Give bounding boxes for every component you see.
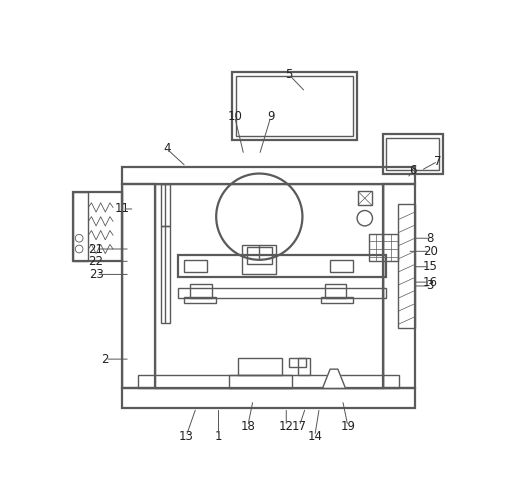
Bar [73, 192, 122, 262]
Text: 13: 13 [179, 430, 193, 443]
Text: 4: 4 [163, 142, 171, 155]
Text: 16: 16 [423, 276, 438, 289]
Bar [161, 184, 170, 226]
Text: 5: 5 [285, 68, 292, 80]
Polygon shape [322, 369, 345, 388]
Text: 9: 9 [267, 110, 275, 123]
Text: 21: 21 [89, 242, 104, 256]
Text: 15: 15 [423, 260, 438, 273]
Bar [232, 72, 357, 140]
Bar [236, 76, 353, 136]
Bar [321, 297, 353, 303]
Text: 8: 8 [427, 232, 434, 245]
Bar [330, 260, 353, 272]
Bar [358, 191, 372, 205]
Bar [383, 134, 443, 175]
Bar [73, 192, 89, 262]
Bar [386, 138, 439, 171]
Bar [190, 284, 212, 297]
Text: 17: 17 [292, 420, 307, 433]
Bar [298, 358, 310, 375]
Text: 12: 12 [279, 420, 294, 433]
Text: 11: 11 [115, 203, 130, 215]
Bar [179, 288, 386, 297]
Bar [122, 388, 415, 407]
Text: 6: 6 [410, 164, 417, 177]
Text: 18: 18 [241, 420, 255, 433]
Bar [184, 260, 207, 272]
Bar [369, 233, 398, 262]
Bar [383, 184, 415, 388]
Text: 7: 7 [434, 155, 442, 167]
Bar [228, 375, 292, 388]
Bar [155, 184, 383, 388]
Text: 1: 1 [215, 430, 222, 443]
Bar [398, 204, 415, 328]
Bar [138, 375, 399, 388]
Bar [289, 358, 305, 367]
Bar [179, 255, 386, 277]
Bar [161, 226, 170, 323]
Bar [122, 167, 415, 184]
Text: 14: 14 [307, 430, 322, 443]
Text: 10: 10 [227, 110, 242, 123]
Bar [122, 184, 155, 388]
Text: 22: 22 [89, 255, 104, 268]
Bar [247, 247, 271, 265]
Text: 23: 23 [89, 268, 104, 281]
Text: 2: 2 [102, 353, 109, 366]
Text: 3: 3 [427, 280, 434, 292]
Text: 20: 20 [423, 245, 438, 258]
Bar [243, 245, 276, 275]
Bar [238, 358, 282, 375]
Bar [325, 284, 346, 297]
Bar [184, 297, 216, 303]
Text: 19: 19 [341, 420, 355, 433]
